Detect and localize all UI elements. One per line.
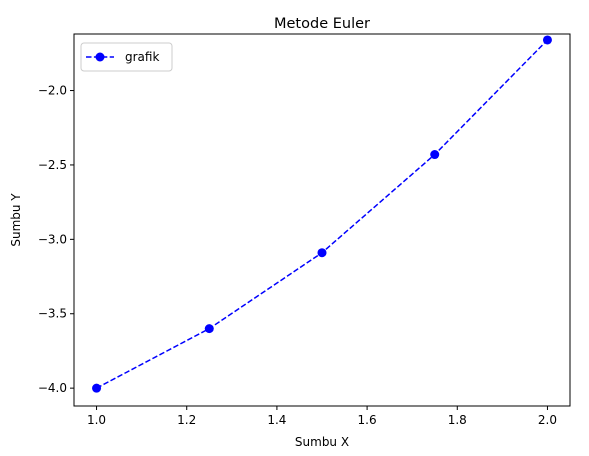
y-tick-label: −2.5 xyxy=(38,158,67,172)
x-tick-label: 1.6 xyxy=(358,413,377,427)
legend-label: grafik xyxy=(125,50,159,64)
x-tick-label: 1.2 xyxy=(177,413,196,427)
legend: grafik xyxy=(80,42,173,72)
y-tick-label: −4.0 xyxy=(38,381,67,395)
y-tick-label: −2.0 xyxy=(38,84,67,98)
y-tick-label: −3.0 xyxy=(38,232,67,246)
plot-background xyxy=(74,34,570,406)
data-point xyxy=(542,35,552,45)
x-tick-label: 1.4 xyxy=(267,413,286,427)
chart-title: Metode Euler xyxy=(274,16,370,32)
x-axis-title: Sumbu X xyxy=(295,435,349,449)
y-axis-ticks: −4.0 −3.5 −3.0 −2.5 −2.0 xyxy=(38,84,74,395)
y-tick-label: −3.5 xyxy=(38,307,67,321)
plot-frame xyxy=(73,33,571,407)
x-tick-label: 1.0 xyxy=(87,413,106,427)
data-point xyxy=(317,248,327,258)
data-point xyxy=(92,383,102,393)
x-tick-label: 1.8 xyxy=(448,413,467,427)
data-point xyxy=(204,324,214,334)
legend-marker xyxy=(95,52,105,62)
x-tick-label: 2.0 xyxy=(538,413,557,427)
y-axis-title: Sumbu Y xyxy=(9,193,23,247)
legend-box xyxy=(80,42,173,72)
series-layer xyxy=(92,35,552,393)
x-axis-ticks: 1.0 1.2 1.4 1.6 1.8 2.0 xyxy=(87,406,557,427)
data-point xyxy=(430,150,440,160)
